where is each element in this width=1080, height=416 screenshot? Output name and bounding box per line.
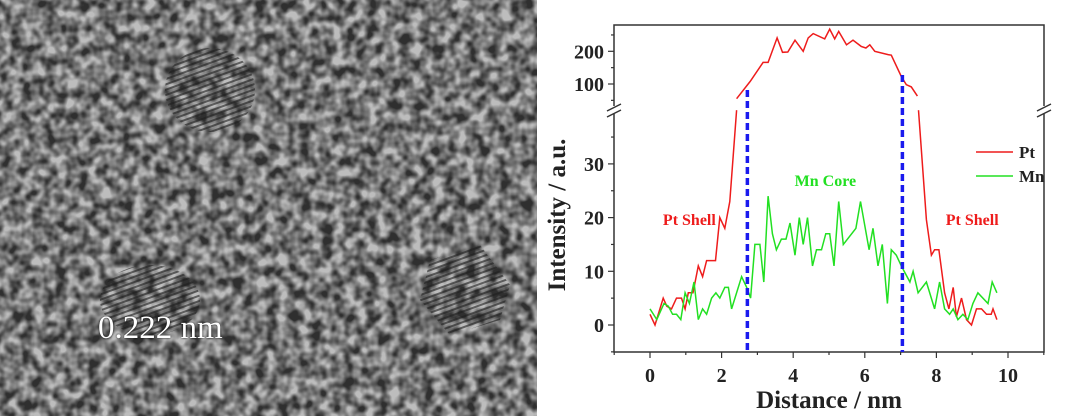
series-line-pt bbox=[736, 27, 919, 100]
legend-label-mn: Mn bbox=[1019, 167, 1045, 186]
x-tick-label: 2 bbox=[717, 365, 727, 387]
x-axis-label: Distance / nm bbox=[756, 387, 902, 414]
tem-micrograph bbox=[0, 0, 537, 416]
x-tick-label: 8 bbox=[931, 365, 941, 387]
y-axis-label: Intensity / a.u. bbox=[544, 139, 571, 292]
axis-break-mark bbox=[606, 103, 622, 118]
x-tick-label: 10 bbox=[998, 365, 1018, 387]
legend-label-pt: Pt bbox=[1019, 143, 1035, 162]
region-annotation: Pt Shell bbox=[946, 212, 999, 229]
series-line-mn bbox=[649, 196, 998, 322]
x-tick-label: 0 bbox=[645, 365, 655, 387]
series-line-pt bbox=[917, 110, 998, 327]
y-tick-label: 10 bbox=[584, 261, 604, 283]
nanoparticle bbox=[165, 48, 255, 132]
y-tick-label: 100 bbox=[574, 74, 604, 96]
y-tick-label: 30 bbox=[584, 154, 604, 176]
nanoparticle bbox=[100, 265, 200, 335]
x-tick-label: 6 bbox=[860, 365, 870, 387]
lattice-spacing-label: 0.222 nm bbox=[98, 310, 223, 346]
x-tick-label: 4 bbox=[788, 365, 798, 387]
y-tick-label: 20 bbox=[584, 208, 604, 230]
axis-break-mark bbox=[1036, 103, 1052, 118]
nanoparticle bbox=[420, 245, 510, 335]
y-tick-label: 200 bbox=[574, 41, 604, 63]
region-annotation: Pt Shell bbox=[663, 212, 716, 229]
y-tick-label: 0 bbox=[594, 315, 604, 337]
region-annotation: Mn Core bbox=[795, 173, 856, 190]
